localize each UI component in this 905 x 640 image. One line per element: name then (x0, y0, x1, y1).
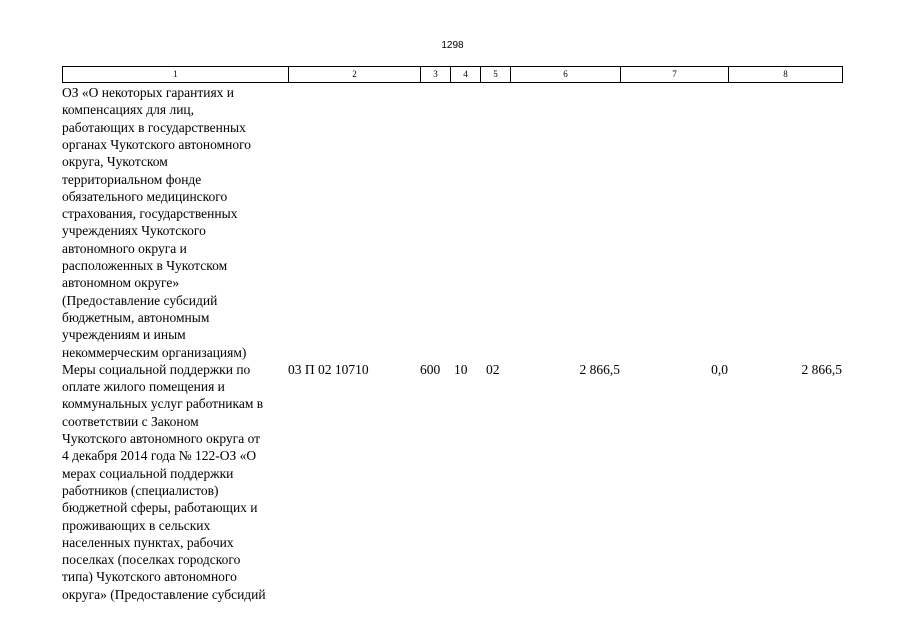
header-cell: 7 (620, 66, 728, 83)
row-text: округа, Чукотском (62, 154, 168, 170)
row-text: оплате жилого помещения и (62, 379, 225, 395)
row-text: поселках (поселках городского (62, 552, 241, 568)
row-text: мерах социальной поддержки (62, 465, 234, 481)
row-text: населенных пунктах, рабочих (62, 534, 234, 550)
header-cell: 3 (420, 66, 450, 83)
cell: 600 (420, 361, 441, 377)
row-text: проживающих в сельских (62, 517, 211, 533)
amount: 2 866,5 (579, 361, 621, 377)
row-text: учреждениях Чукотского (62, 223, 206, 239)
header-cell: 6 (510, 66, 620, 83)
row-text: органах Чукотского автономного (62, 136, 252, 152)
row-text: Чукотского автономного округа от (62, 431, 261, 446)
cell: 10 (454, 361, 468, 377)
row-text: Меры социальной поддержки по (62, 361, 251, 377)
header-cell: 8 (728, 66, 843, 83)
cell: 03 П 02 10710 (288, 361, 369, 377)
row-text: бюджетной сферы, работающих и (62, 500, 258, 516)
row-text: учреждениям и иным (62, 327, 186, 343)
amount: 2 866,5 (801, 361, 843, 377)
row-text: типа) Чукотского автономного (62, 569, 237, 585)
row-text: соответствии с Законом (62, 413, 199, 429)
row-text: ОЗ «О некоторых гарантиях и (62, 85, 235, 100)
page-number: 1298 (441, 40, 464, 51)
row-text: автономном округе» (62, 275, 180, 291)
row-text: автономного округа и (62, 240, 187, 256)
row-text: страхования, государственных (62, 206, 238, 222)
row-text: коммунальных услуг работникам в (62, 396, 264, 412)
row-text: округа» (Предоставление субсидий (62, 586, 266, 602)
header-cell: 1 (62, 66, 288, 83)
cell: 02 (486, 361, 500, 377)
row-text: обязательного медицинского (62, 188, 228, 204)
amount: 0,0 (711, 361, 728, 377)
header-cell: 4 (450, 66, 480, 83)
row-text: расположенных в Чукотском (62, 258, 228, 273)
row-text: компенсациях для лиц, (62, 102, 195, 118)
row-text: территориальном фонде (62, 171, 202, 187)
header-cell: 5 (480, 66, 510, 83)
row-text: 4 декабря 2014 года № 122-ОЗ «О (62, 448, 257, 464)
row-text: работников (специалистов) (62, 482, 219, 498)
row-text: бюджетным, автономным (62, 309, 210, 325)
header-cell: 2 (288, 66, 420, 83)
row-text: некоммерческим организациям) (62, 344, 247, 360)
row-text: (Предоставление субсидий (62, 292, 218, 308)
row-text: работающих в государственных (62, 119, 246, 135)
